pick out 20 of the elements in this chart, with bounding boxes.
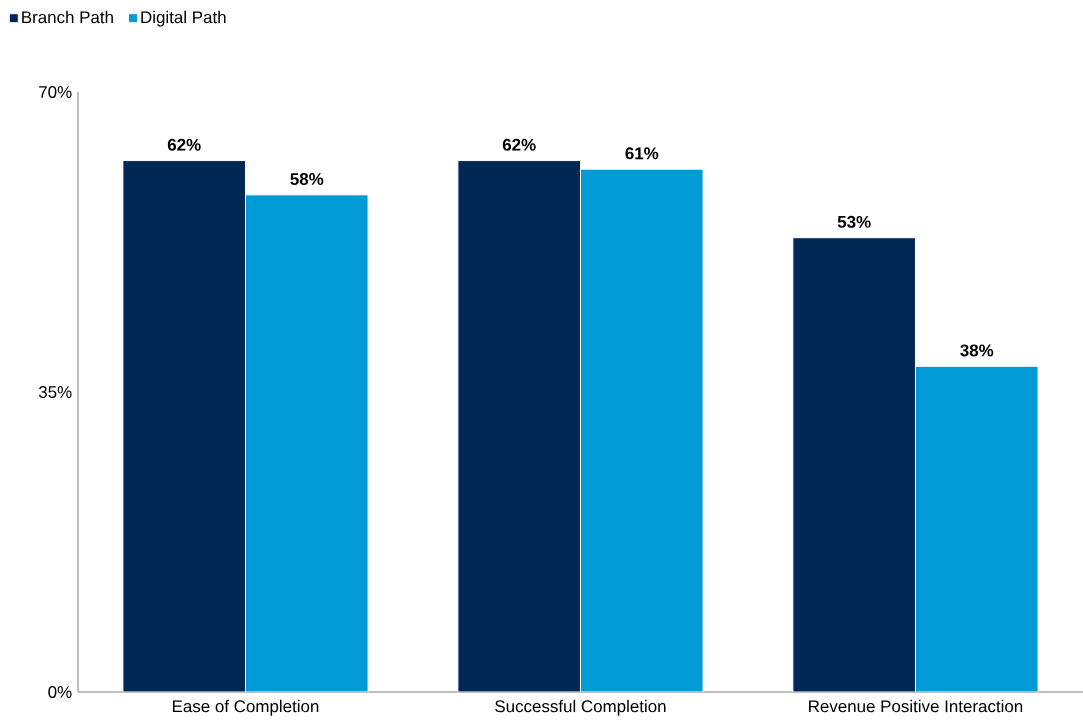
y-tick-label: 70% xyxy=(39,86,72,98)
y-tick-label: 0% xyxy=(48,686,72,698)
bar xyxy=(914,365,1039,692)
bar xyxy=(122,160,246,692)
data-label: 62% xyxy=(167,138,201,151)
data-label: 53% xyxy=(837,215,871,228)
x-tick-label: Revenue Positive Interaction xyxy=(809,699,1023,713)
legend-label: Branch Path xyxy=(22,10,113,24)
legend-label: Digital Path xyxy=(141,10,226,27)
bar xyxy=(792,237,916,692)
y-tick-label: 35% xyxy=(38,386,72,398)
data-label: 58% xyxy=(290,173,324,186)
bar xyxy=(579,168,704,692)
data-label: 61% xyxy=(625,147,659,160)
data-label: 38% xyxy=(960,344,994,357)
bar xyxy=(457,160,581,692)
x-tick-label: Ease of Completion xyxy=(172,699,319,716)
bar xyxy=(245,194,369,692)
x-tick-label: Successful Completion xyxy=(495,699,666,716)
data-label: 62% xyxy=(502,138,536,151)
